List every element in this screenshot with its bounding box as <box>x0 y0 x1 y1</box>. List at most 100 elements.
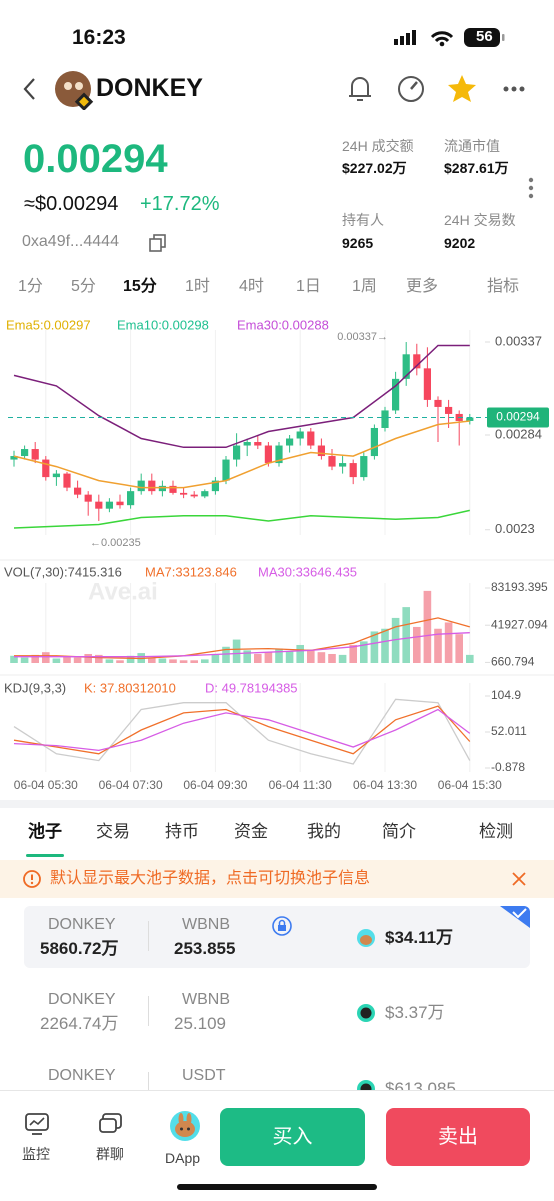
candle-body <box>317 445 325 457</box>
tab[interactable]: 资金 <box>234 822 268 841</box>
status-time: 16:23 <box>72 26 126 49</box>
candle-body <box>21 449 29 457</box>
dex-icon <box>357 929 375 947</box>
kdj-line <box>13 705 471 755</box>
favorite-star[interactable] <box>448 75 476 102</box>
volume-bar <box>73 657 82 663</box>
volume-bar <box>328 653 336 663</box>
volume-bar <box>31 654 39 663</box>
copy-icon[interactable] <box>148 233 168 253</box>
back-button[interactable] <box>16 74 46 104</box>
nav-label[interactable]: 监控 <box>22 1146 50 1162</box>
legend-entry: Ema5:0.00297 <box>6 317 91 332</box>
candle-body <box>180 492 188 495</box>
monitor-icon[interactable] <box>24 1112 50 1136</box>
notice-close[interactable] <box>510 870 528 888</box>
candle-body <box>466 417 474 421</box>
volume-bar <box>296 644 304 663</box>
tab[interactable]: 交易 <box>96 822 130 841</box>
nav-label[interactable]: DApp <box>165 1150 201 1166</box>
volume-bar <box>391 617 400 663</box>
indicator-line <box>13 420 470 489</box>
tab[interactable]: 简介 <box>382 822 416 841</box>
x-tick-label: 06-04 05:30 <box>14 778 78 792</box>
volume-bar <box>370 631 379 663</box>
price: 0.00294 <box>23 137 168 181</box>
candle-body <box>116 501 124 506</box>
pool-quote-amount: 25.109 <box>174 1014 226 1033</box>
interval-tab[interactable]: 1日 <box>296 278 321 295</box>
volume-bar <box>381 628 389 663</box>
candle-body <box>264 445 272 464</box>
tab[interactable]: 检测 <box>479 822 513 841</box>
candle-body <box>201 491 209 497</box>
volume-ma-line <box>14 632 470 658</box>
current-price-label: 0.00294 <box>496 410 540 424</box>
interval-tab[interactable]: 1分 <box>18 278 43 295</box>
pool-base: DONKEY <box>48 916 116 933</box>
selected-badge <box>500 906 530 928</box>
tab[interactable]: 池子 <box>28 822 62 841</box>
volume-bar <box>275 648 283 663</box>
volume-bar <box>466 654 474 663</box>
dapp-icon[interactable] <box>169 1110 201 1142</box>
high-annotation: 0.00337→ <box>337 331 388 343</box>
tab-indicator <box>26 854 64 857</box>
y-tick-label: 41927.094 <box>491 617 548 631</box>
pool-separator <box>148 921 149 951</box>
lock-icon <box>272 916 292 936</box>
stat-label: 24H 成交额 <box>342 138 414 154</box>
y-tick-label: 0.0023 <box>495 521 535 536</box>
volume-bar <box>338 654 347 663</box>
pool-separator <box>148 996 149 1026</box>
notice-bar[interactable] <box>0 860 554 898</box>
volume-bar <box>232 639 241 663</box>
y-tick-label: 0.00337 <box>495 333 542 348</box>
candle-body <box>74 487 82 495</box>
indicator-line <box>13 344 470 449</box>
interval-tab[interactable]: 指标 <box>487 278 520 295</box>
more-icon[interactable] <box>503 86 525 92</box>
legend-entry: MA7:33123.846 <box>145 564 237 579</box>
candle-body <box>84 494 92 502</box>
buy-label[interactable]: 买入 <box>272 1126 313 1148</box>
volume-bar <box>264 652 273 663</box>
legend-entry: VOL(7,30):7415.316 <box>4 564 122 579</box>
divider <box>0 800 554 808</box>
sell-button[interactable] <box>386 1108 530 1166</box>
volume-bar <box>444 622 453 663</box>
buy-button[interactable] <box>220 1108 365 1166</box>
candle-body <box>275 445 283 464</box>
tab[interactable]: 我的 <box>307 822 341 841</box>
candle-body <box>370 427 378 457</box>
y-tick-label: 0.00284 <box>495 426 542 441</box>
interval-tab[interactable]: 更多 <box>406 278 439 295</box>
legend-entry: KDJ(9,3,3) <box>4 680 66 695</box>
pool-quote-amount: 253.855 <box>174 939 236 958</box>
sell-label[interactable]: 卖出 <box>438 1126 478 1148</box>
interval-tab[interactable]: 5分 <box>71 278 96 295</box>
interval-tab[interactable]: 4时 <box>239 278 264 295</box>
candle-body <box>211 480 219 492</box>
interval-tab[interactable]: 1周 <box>352 278 377 295</box>
stat-value: $287.61万 <box>444 160 509 176</box>
alert-icon[interactable] <box>349 77 371 101</box>
pool-row-selected[interactable] <box>24 906 530 968</box>
dex-icon <box>357 1004 375 1022</box>
gauge-icon[interactable] <box>398 76 424 102</box>
tab[interactable]: 持币 <box>165 822 199 841</box>
pool-liquidity: $34.11万 <box>385 928 454 947</box>
stats-more[interactable] <box>526 176 536 202</box>
interval-tab[interactable]: 1时 <box>185 278 210 295</box>
volume-bar <box>211 654 220 663</box>
volume-bar <box>201 659 209 663</box>
volume-bar <box>105 659 114 663</box>
home-indicator <box>177 1184 377 1190</box>
candle-body <box>42 459 50 478</box>
chat-icon[interactable] <box>98 1112 124 1136</box>
interval-tab[interactable]: 15分 <box>123 278 157 295</box>
legend-entry: Ema10:0.00298 <box>117 317 209 332</box>
candle-body <box>339 463 347 467</box>
volume-ma-line <box>14 617 470 660</box>
nav-label[interactable]: 群聊 <box>96 1146 124 1162</box>
